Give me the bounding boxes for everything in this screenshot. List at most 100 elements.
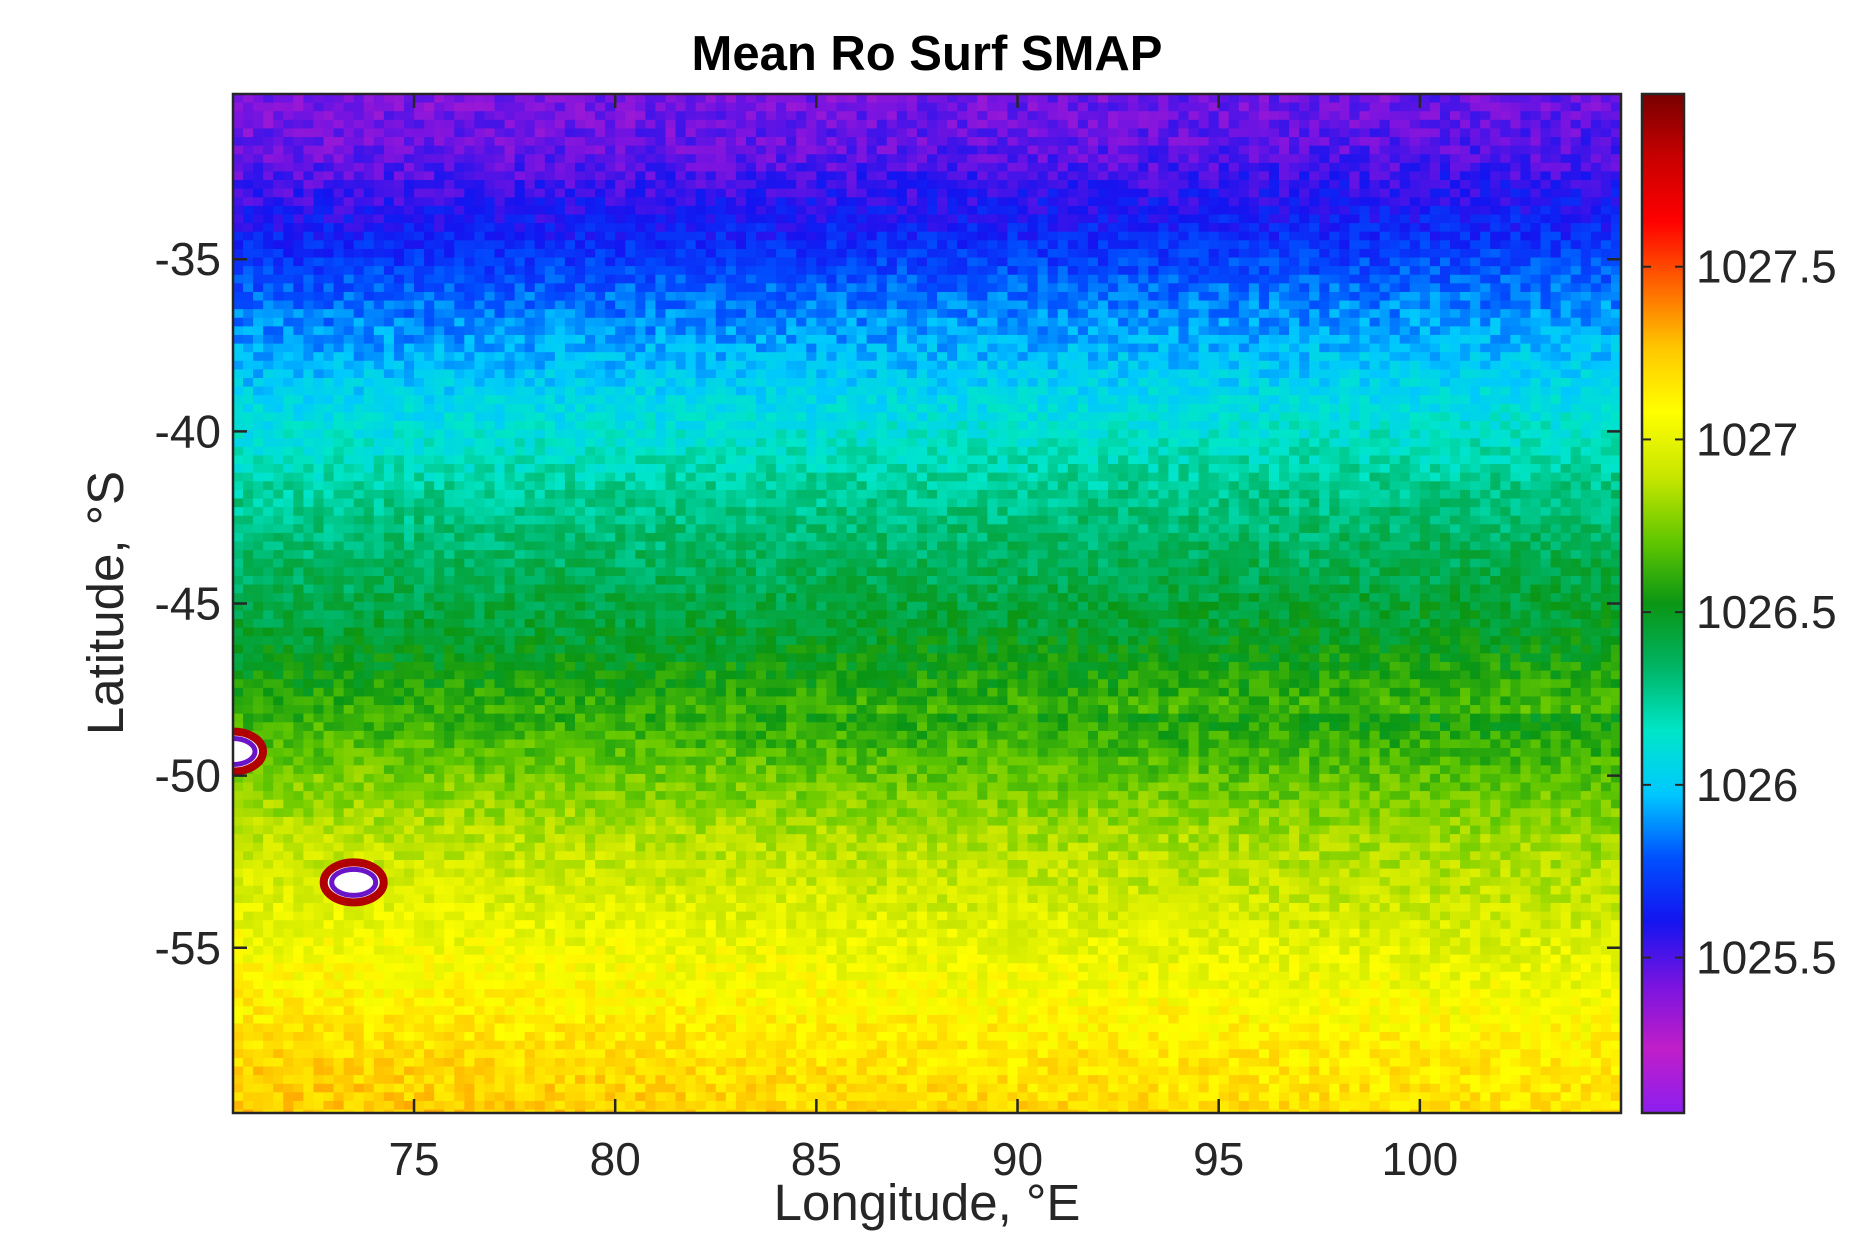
heatmap-cell — [695, 395, 707, 405]
heatmap-cell — [303, 343, 315, 353]
heatmap-cell — [776, 283, 787, 293]
heatmap-cell — [353, 94, 365, 104]
heatmap-cell — [927, 326, 938, 336]
heatmap-cell — [665, 300, 677, 310]
heatmap-cell — [1510, 180, 1522, 190]
heatmap-cell — [605, 352, 616, 362]
heatmap-cell — [1037, 180, 1049, 190]
heatmap-cell — [494, 223, 506, 233]
heatmap-cell — [1490, 334, 1501, 345]
heatmap-cell — [1128, 352, 1139, 362]
heatmap-cell — [1198, 386, 1210, 396]
heatmap-cell — [1208, 111, 1220, 121]
heatmap-cell — [1359, 317, 1371, 327]
heatmap-cell — [514, 188, 526, 198]
heatmap-cell — [1188, 214, 1200, 224]
heatmap-cell — [1077, 102, 1089, 112]
heatmap-cell — [363, 119, 375, 130]
heatmap-cell — [1590, 326, 1602, 336]
heatmap-cell — [786, 214, 797, 224]
heatmap-cell — [313, 343, 325, 353]
heatmap-cell — [434, 240, 445, 250]
heatmap-cell — [1299, 300, 1310, 310]
heatmap-cell — [1600, 240, 1612, 250]
heatmap-cell — [705, 111, 717, 121]
heatmap-cell — [1148, 205, 1159, 216]
heatmap-cell — [293, 352, 305, 362]
heatmap-cell — [333, 94, 345, 104]
heatmap-cell — [977, 300, 988, 310]
heatmap-cell — [343, 300, 355, 310]
heatmap-cell — [1208, 180, 1220, 190]
heatmap-cell — [806, 111, 817, 121]
heatmap-cell — [695, 369, 707, 379]
heatmap-cell — [866, 395, 878, 405]
heatmap-cell — [1077, 274, 1089, 284]
heatmap-cell — [1419, 94, 1431, 104]
heatmap-cell — [544, 248, 556, 259]
heatmap-cell — [1580, 266, 1592, 276]
heatmap-cell — [1268, 274, 1280, 284]
heatmap-cell — [1560, 231, 1572, 241]
heatmap-cell — [816, 102, 828, 112]
heatmap-cell — [1208, 137, 1220, 147]
heatmap-cell — [836, 291, 848, 302]
heatmap-cell — [1480, 386, 1491, 396]
heatmap-cell — [806, 369, 817, 379]
heatmap-cell — [866, 205, 878, 216]
heatmap-cell — [1097, 240, 1109, 250]
heatmap-cell — [796, 171, 807, 181]
heatmap-cell — [253, 309, 264, 319]
heatmap-cell — [1339, 300, 1351, 310]
heatmap-cell — [263, 240, 274, 250]
heatmap-cell — [947, 326, 958, 336]
heatmap-cell — [705, 145, 717, 155]
heatmap-cell — [745, 274, 757, 284]
heatmap-cell — [635, 214, 646, 224]
heatmap-cell — [444, 214, 455, 224]
heatmap-cell — [1450, 137, 1461, 147]
heatmap-cell — [574, 119, 586, 130]
heatmap-cell — [1077, 223, 1089, 233]
heatmap-cell — [1550, 352, 1562, 362]
heatmap-cell — [1118, 369, 1129, 379]
heatmap-cell — [1218, 102, 1230, 112]
heatmap-cell — [937, 197, 948, 207]
heatmap-cell — [635, 145, 646, 155]
heatmap-cell — [685, 334, 697, 345]
heatmap-cell — [1279, 231, 1290, 241]
heatmap-cell — [504, 317, 516, 327]
heatmap-cell — [293, 214, 305, 224]
heatmap-cell — [625, 352, 636, 362]
heatmap-cell — [1007, 154, 1019, 164]
heatmap-cell — [685, 283, 697, 293]
heatmap-cell — [1369, 266, 1381, 276]
heatmap-cell — [846, 94, 858, 104]
heatmap-cell — [977, 137, 988, 147]
heatmap-cell — [1419, 240, 1431, 250]
heatmap-cell — [1178, 188, 1190, 198]
heatmap-cell — [383, 352, 395, 362]
heatmap-cell — [1077, 240, 1089, 250]
heatmap-cell — [886, 180, 898, 190]
heatmap-cell — [1359, 214, 1371, 224]
heatmap-cell — [1329, 317, 1340, 327]
heatmap-cell — [585, 283, 596, 293]
heatmap-cell — [454, 403, 465, 414]
heatmap-cell — [1359, 119, 1371, 130]
heatmap-cell — [383, 326, 395, 336]
heatmap-cell — [1510, 266, 1522, 276]
heatmap-cell — [675, 205, 687, 216]
heatmap-cell — [826, 197, 838, 207]
heatmap-cell — [1480, 223, 1491, 233]
heatmap-cell — [1329, 137, 1340, 147]
heatmap-cell — [625, 205, 636, 216]
heatmap-cell — [283, 111, 294, 121]
heatmap-cell — [947, 257, 958, 267]
heatmap-cell — [1138, 343, 1149, 353]
heatmap-cell — [1319, 137, 1330, 147]
heatmap-cell — [1450, 171, 1461, 181]
heatmap-cell — [1429, 291, 1441, 302]
heatmap-cell — [645, 257, 657, 267]
heatmap-cell — [414, 188, 425, 198]
